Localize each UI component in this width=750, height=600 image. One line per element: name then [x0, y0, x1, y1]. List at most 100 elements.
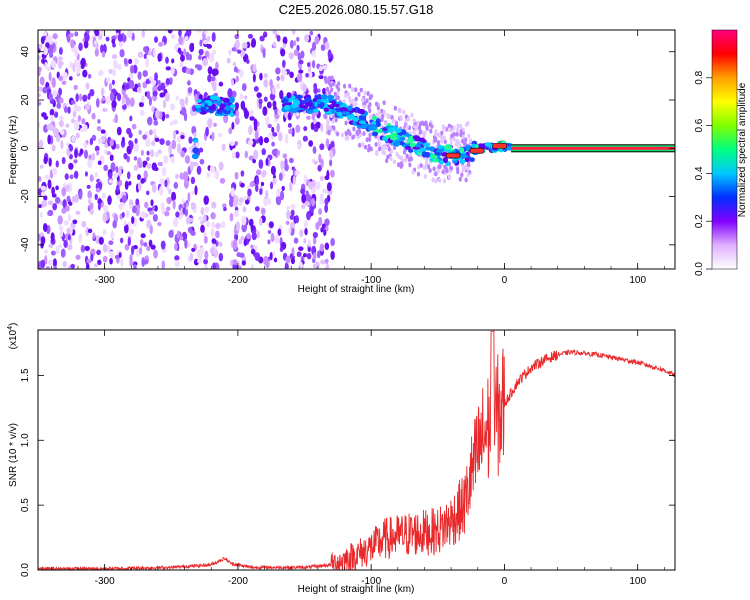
heatmap-cell: [138, 101, 144, 108]
heatmap-cell: [153, 47, 157, 58]
heatmap-cell: [259, 72, 263, 81]
heatmap-cell: [38, 233, 41, 242]
heatmap-cell: [40, 185, 47, 191]
heatmap-cell: [47, 209, 54, 217]
heatmap-cell: [78, 42, 83, 51]
heatmap-cell: [324, 41, 330, 50]
heatmap-cell: [42, 31, 48, 37]
heatmap-cell: [151, 162, 157, 171]
heatmap-cell: [107, 172, 113, 179]
heatmap-cell: [80, 244, 86, 253]
heatmap-cell: [189, 42, 195, 53]
heatmap-cell: [409, 156, 413, 162]
heatmap-cell: [236, 260, 241, 266]
heatmap-cell: [308, 181, 313, 190]
heatmap-cell: [143, 242, 148, 247]
heatmap-cell: [434, 131, 438, 137]
heatmap-cell: [57, 215, 63, 225]
heatmap-cell: [55, 245, 60, 255]
heatmap-cell: [84, 32, 90, 43]
heatmap-cell: [291, 30, 296, 36]
heatmap-cell: [129, 97, 135, 107]
heatmap-cell: [211, 131, 215, 142]
heatmap-cell: [235, 39, 240, 50]
heatmap-cell: [184, 36, 189, 41]
heatmap-cell: [252, 63, 257, 73]
heatmap-cell: [304, 220, 308, 229]
heatmap-cell: [143, 53, 147, 59]
heatmap-cell: [436, 168, 440, 174]
heatmap-cell: [459, 147, 465, 153]
heatmap-cell: [330, 169, 335, 178]
heatmap-cell: [296, 36, 300, 42]
heatmap-cell: [387, 126, 394, 133]
heatmap-cell: [344, 135, 348, 141]
heatmap-cell: [114, 255, 120, 260]
heatmap-cell: [308, 70, 313, 79]
heatmap-cell: [279, 190, 285, 201]
heatmap-cell: [328, 90, 332, 96]
heatmap-cell: [415, 137, 424, 142]
heatmap-cell: [298, 69, 304, 74]
heatmap-cell: [86, 184, 91, 189]
heatmap-cell: [437, 145, 444, 149]
heatmap-cell: [52, 203, 58, 211]
heatmap-cell: [68, 162, 74, 170]
heatmap-cell: [129, 140, 134, 150]
heatmap-cell: [449, 166, 454, 171]
heatmap-cell: [210, 227, 215, 238]
heatmap-cell: [183, 178, 189, 189]
heatmap-cell: [434, 152, 441, 156]
heatmap-cell: [389, 136, 398, 141]
snr-line: [38, 330, 675, 570]
heatmap-cell: [234, 171, 239, 180]
heatmap-cell: [40, 36, 45, 45]
heatmap-cell: [129, 115, 133, 122]
heatmap-cell: [305, 194, 312, 204]
heatmap-cell: [288, 128, 293, 135]
heatmap-cell: [155, 109, 160, 120]
heatmap-cell: [192, 111, 198, 116]
heatmap-cell: [98, 70, 104, 77]
heatmap-cell: [87, 190, 92, 200]
heatmap-cell: [127, 221, 132, 227]
heatmap-cell: [169, 77, 173, 84]
heatmap-cell: [133, 142, 139, 153]
heatmap-cell: [416, 171, 421, 177]
heatmap-cell: [117, 63, 122, 71]
heatmap-cell: [268, 132, 272, 138]
heatmap-cell: [215, 230, 220, 239]
heatmap-cell: [230, 187, 235, 197]
heatmap-cell: [369, 146, 373, 152]
heatmap-cell: [204, 99, 212, 104]
heatmap-cell: [73, 170, 79, 179]
snr-y-multiplier-exp: 4: [7, 326, 14, 330]
heatmap-cell: [165, 66, 171, 71]
heatmap-cell: [425, 146, 430, 151]
heatmap-cell: [410, 112, 414, 118]
heatmap-cell: [187, 192, 191, 202]
heatmap-cell: [71, 135, 76, 143]
heatmap-cell: [249, 181, 255, 188]
heatmap-cell: [432, 166, 436, 172]
heatmap-cell: [240, 100, 246, 111]
heatmap-cell: [114, 113, 118, 124]
heatmap-cell: [398, 136, 406, 141]
heatmap-cell: [207, 118, 213, 128]
colorbar-tick-label: 0.4: [694, 166, 705, 180]
heatmap-cell: [290, 257, 296, 265]
heatmap-cell: [284, 104, 291, 111]
heatmap-cell: [191, 190, 196, 196]
heatmap-cell: [170, 33, 176, 39]
heatmap-cell: [52, 89, 58, 98]
heatmap-cell: [241, 83, 247, 92]
heatmap-cell: [38, 204, 42, 209]
heatmap-cell: [229, 197, 234, 208]
heatmap-cell: [105, 36, 110, 42]
heatmap-cell: [339, 107, 348, 112]
heatmap-cell: [102, 107, 108, 113]
heatmap-cell: [198, 94, 203, 100]
heatmap-cell: [270, 181, 274, 190]
heatmap-cell: [396, 162, 401, 168]
heatmap-cell: [111, 79, 115, 86]
